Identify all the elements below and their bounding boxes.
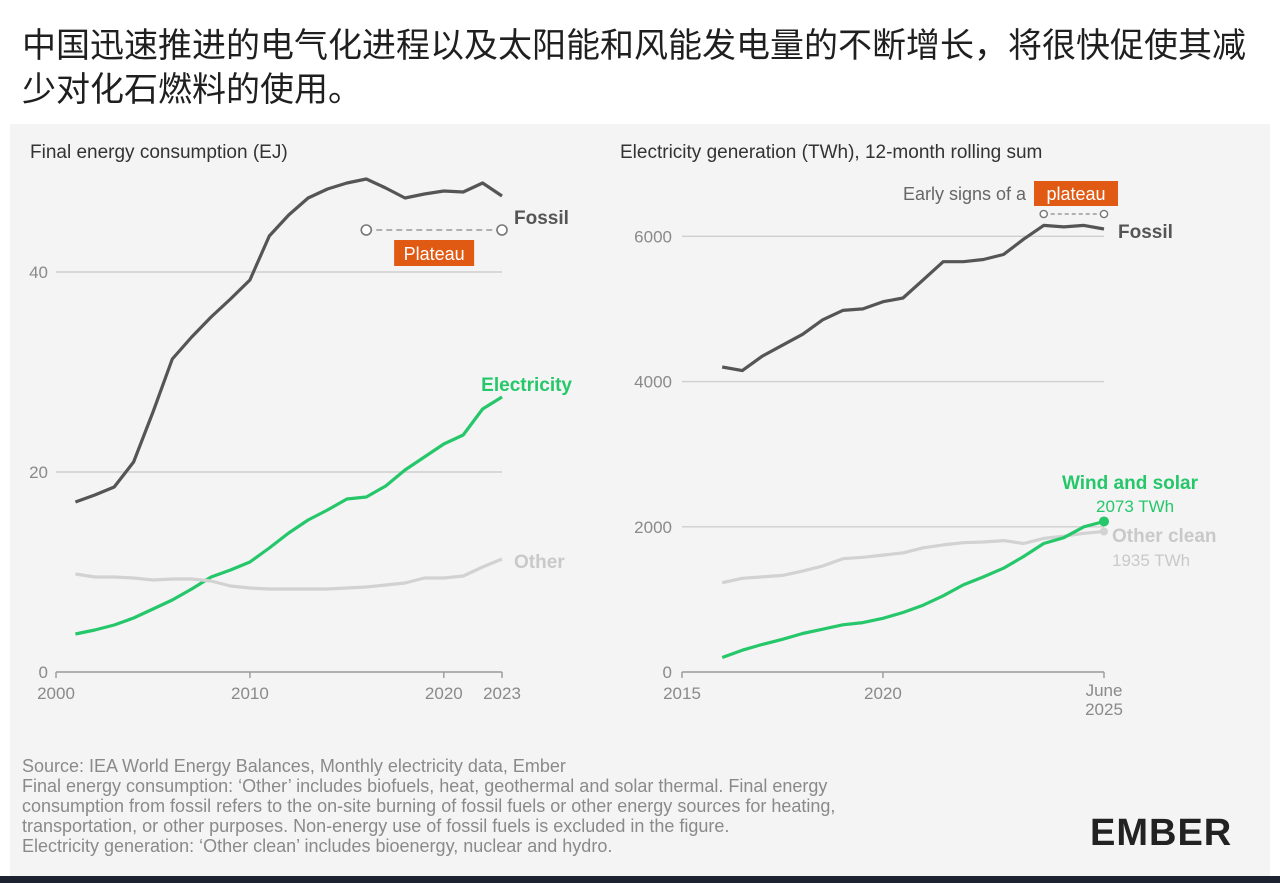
y-tick-label: 2000 <box>634 518 672 537</box>
plateau-start-marker <box>1039 209 1049 219</box>
ember-logo: EMBER <box>1090 812 1233 854</box>
note-line: consumption from fossil refers to the on… <box>22 796 836 816</box>
note-line: transportation, or other purposes. Non-e… <box>22 816 730 836</box>
y-tick-label: 20 <box>29 463 48 482</box>
plateau-label: Plateau <box>404 244 465 264</box>
x-tick-label: 2010 <box>231 684 269 703</box>
other-clean-value: 1935 TWh <box>1112 551 1190 570</box>
wind-solar-endpoint <box>1099 516 1109 527</box>
annotation-prefix: Early signs of a <box>903 184 1027 204</box>
y-tick-label: 0 <box>39 663 48 682</box>
source-notes: Source: IEA World Energy Balances, Month… <box>22 756 1062 856</box>
x-tick-label: 2020 <box>425 684 463 703</box>
fossil-label: Fossil <box>1118 222 1173 243</box>
electricity-label: Electricity <box>481 375 572 396</box>
note-line: Final energy consumption: ‘Other’ includ… <box>22 776 828 796</box>
final-energy-chart: 0 20 40 2000 2010 2020 2023 Fossil Electricity Ot… <box>29 177 572 703</box>
y-tick-label: 4000 <box>634 373 672 392</box>
x-tick-label: 2015 <box>663 684 701 703</box>
chart-card <box>10 124 1270 876</box>
fossil-line <box>721 223 1105 373</box>
plateau-end-marker <box>1099 209 1109 219</box>
x-tick-label: 2000 <box>37 684 75 703</box>
x-tick-label: 2020 <box>864 684 902 703</box>
wind-solar-line <box>721 519 1105 660</box>
electricity-line <box>75 395 503 636</box>
plateau-start-marker <box>360 224 373 236</box>
other-line <box>75 557 503 591</box>
other-clean-label: Other clean <box>1112 526 1217 547</box>
left-chart-title: Final energy consumption (EJ) <box>30 142 288 163</box>
note-line: Electricity generation: ‘Other clean’ in… <box>22 836 613 856</box>
plateau-badge <box>1034 181 1118 206</box>
fossil-line <box>74 177 503 504</box>
bottom-bar <box>0 876 1280 883</box>
x-tick-label: 2025 <box>1085 700 1123 719</box>
right-chart-title: Electricity generation (TWh), 12-month r… <box>620 142 1043 163</box>
other-clean-line <box>721 529 1105 585</box>
note-line: Source: IEA World Energy Balances, Month… <box>22 756 566 776</box>
wind-solar-label: Wind and solar <box>1062 473 1199 494</box>
headline: 中国迅速推进的电气化进程以及太阳能和风能发电量的不断增长，将很快促使其减少对化石… <box>22 26 1246 110</box>
plateau-end-marker <box>496 224 508 236</box>
plateau-badge <box>394 240 475 266</box>
other-clean-endpoint <box>1100 527 1108 536</box>
y-tick-label: 40 <box>29 263 48 282</box>
wind-solar-value: 2073 TWh <box>1096 497 1174 516</box>
x-tick-label: 2023 <box>483 684 521 703</box>
x-tick-label: June <box>1086 681 1123 700</box>
plateau-label: plateau <box>1046 184 1105 204</box>
other-label: Other <box>514 552 565 573</box>
fossil-label: Fossil <box>514 208 569 229</box>
y-tick-label: 6000 <box>634 227 672 246</box>
y-tick-label: 0 <box>663 663 672 682</box>
